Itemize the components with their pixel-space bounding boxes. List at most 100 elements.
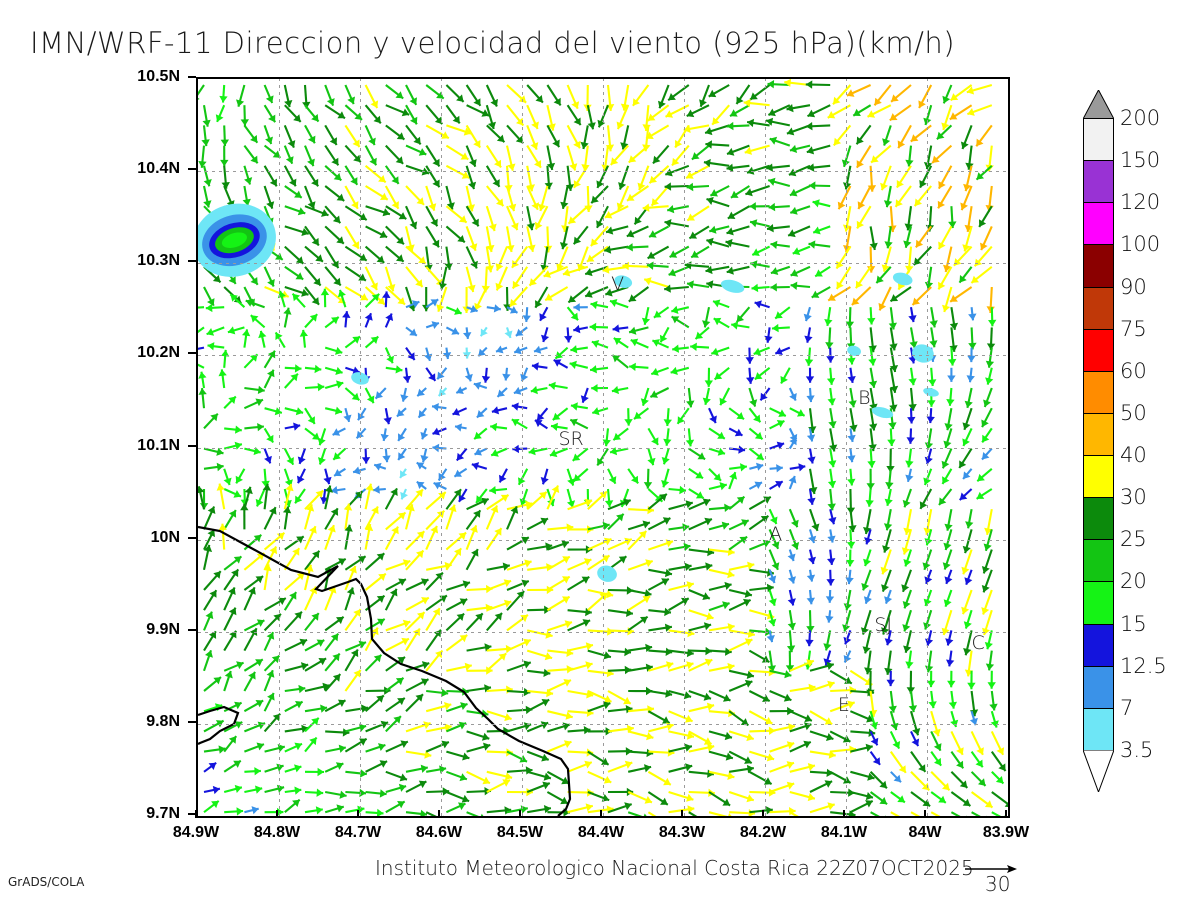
- wind-arrow: [263, 144, 282, 159]
- wind-arrow: [466, 770, 491, 785]
- wind-arrow: [304, 550, 321, 571]
- wind-arrow: [243, 266, 259, 286]
- wind-arrow: [405, 661, 430, 672]
- wind-arrow: [243, 619, 265, 632]
- wind-arrow: [566, 84, 580, 110]
- wind-arrow: [505, 145, 516, 171]
- x-axis-tick-label: 84W: [908, 824, 942, 841]
- wind-arrow: [385, 511, 407, 531]
- wind-arrow: [807, 549, 816, 565]
- wind-arrow: [324, 380, 344, 390]
- wind-arrow: [263, 506, 277, 530]
- wind-arrow: [466, 497, 490, 511]
- wind-arrow: [648, 539, 674, 551]
- wind-arrow: [513, 346, 528, 355]
- wind-arrow: [511, 245, 529, 269]
- wind-arrow: [425, 185, 437, 212]
- x-axis-tick: [195, 810, 197, 818]
- wind-arrow: [863, 589, 872, 605]
- wind-arrow: [708, 770, 735, 780]
- wind-arrow: [989, 690, 998, 711]
- wind-arrow: [688, 498, 711, 511]
- x-axis-tick: [357, 810, 359, 818]
- wind-arrow: [283, 125, 296, 148]
- map-label-v: V: [611, 273, 625, 296]
- wind-arrow: [506, 750, 528, 763]
- wind-arrow: [304, 165, 319, 187]
- wind-arrow: [570, 402, 588, 411]
- wind-arrow: [284, 662, 309, 672]
- wind-arrow: [445, 104, 461, 125]
- wind-arrow: [203, 761, 217, 773]
- wind-arrow: [325, 790, 347, 799]
- wind-arrow: [364, 552, 385, 571]
- wind-arrow: [243, 144, 259, 164]
- wind-arrow: [849, 710, 875, 723]
- wind-arrow: [632, 84, 650, 107]
- wind-arrow: [970, 791, 994, 809]
- wind-arrow: [647, 791, 669, 806]
- wind-arrow: [770, 283, 790, 292]
- wind-arrow: [284, 104, 302, 123]
- wind-arrow: [511, 418, 528, 430]
- wind-arrow: [807, 488, 816, 505]
- wind-arrow: [385, 783, 407, 794]
- wind-arrow: [726, 121, 750, 131]
- wind-arrow: [708, 521, 730, 531]
- x-axis-tick: [1005, 810, 1007, 818]
- wind-arrow: [223, 784, 243, 794]
- colorbar-tick-label: 3.5: [1120, 738, 1154, 762]
- wind-arrow: [243, 165, 253, 185]
- wind-arrow: [263, 84, 274, 104]
- grid-line-horizontal: [198, 723, 1008, 725]
- wind-arrow: [466, 603, 493, 612]
- wind-arrow: [809, 710, 833, 726]
- wind-arrow: [930, 750, 942, 767]
- wind-arrow: [699, 84, 710, 108]
- wind-arrow: [202, 105, 211, 127]
- wind-arrow: [650, 366, 669, 376]
- wind-arrow: [981, 447, 993, 461]
- wind-arrow: [203, 246, 216, 269]
- wind-arrow: [223, 721, 243, 733]
- wind-arrow: [405, 326, 418, 337]
- wind-arrow: [751, 283, 770, 293]
- wind-arrow: [198, 145, 207, 168]
- wind-arrow: [304, 586, 317, 611]
- wind-arrow: [767, 80, 790, 89]
- wind-arrow: [527, 668, 551, 677]
- wind-arrow: [806, 387, 815, 403]
- wind-arrow: [650, 185, 670, 207]
- wind-arrow: [857, 185, 872, 210]
- wind-arrow: [847, 367, 856, 384]
- wind-arrow: [962, 407, 973, 431]
- wind-arrow: [384, 588, 398, 611]
- wind-arrow: [688, 646, 712, 656]
- wind-arrow: [283, 145, 294, 165]
- wind-arrow: [498, 468, 508, 483]
- wind-arrow: [263, 631, 275, 652]
- wind-arrow: [342, 311, 351, 328]
- wind-arrow: [889, 367, 899, 393]
- wind-arrow: [628, 144, 650, 164]
- wind-arrow: [219, 84, 228, 103]
- wind-arrow: [868, 327, 877, 353]
- wind-arrow: [304, 525, 317, 551]
- wind-arrow: [528, 447, 548, 456]
- wind-vector-plot: V SR B A SJ C E: [196, 77, 1010, 818]
- wind-arrow: [855, 266, 872, 289]
- wind-arrow: [385, 800, 406, 814]
- wind-arrow: [304, 736, 318, 753]
- wind-arrow: [764, 327, 773, 343]
- wind-arrow: [708, 84, 730, 98]
- wind-arrow: [486, 562, 510, 571]
- wind-arrow: [890, 791, 906, 804]
- wind-arrow: [581, 145, 590, 172]
- wind-arrow: [789, 740, 812, 753]
- y-axis: 10.5N 10.4N 10.3N 10.2N 10.1N 10N 9.9N 9.8N 9.7N: [0, 68, 196, 822]
- wind-arrow: [875, 266, 892, 284]
- wind-arrow: [726, 144, 750, 156]
- software-credit: GrADS/COLA: [8, 875, 85, 889]
- wind-arrow: [706, 237, 730, 248]
- wind-arrow: [748, 447, 765, 461]
